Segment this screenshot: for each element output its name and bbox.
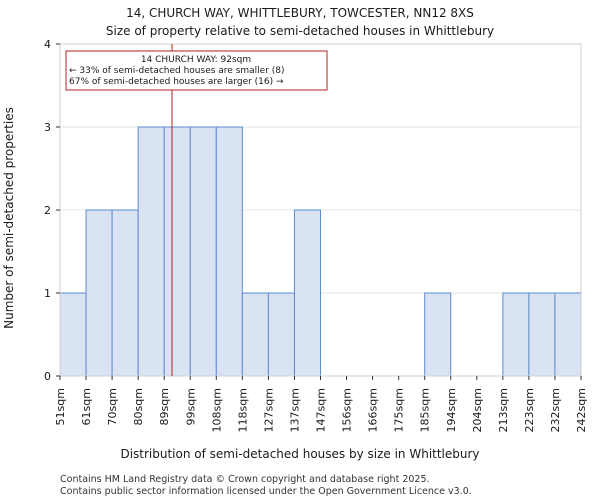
bar <box>267 292 295 377</box>
x-tick-label: 80sqm <box>132 388 145 425</box>
bar <box>111 209 139 377</box>
footer-line-1: Contains HM Land Registry data © Crown c… <box>60 474 430 485</box>
bar <box>424 292 452 377</box>
y-tick-label: 0 <box>44 370 51 383</box>
y-tick-label: 3 <box>44 121 51 134</box>
bar <box>215 126 243 377</box>
y-tick-label: 4 <box>44 38 51 51</box>
annotation-line-2: ← 33% of semi-detached houses are smalle… <box>69 66 285 76</box>
y-tick-label: 1 <box>44 287 51 300</box>
chart-title: 14, CHURCH WAY, WHITTLEBURY, TOWCESTER, … <box>126 6 474 20</box>
y-axis-label: Number of semi-detached properties <box>2 107 16 329</box>
x-tick-label: 223sqm <box>523 388 536 432</box>
x-tick-label: 118sqm <box>236 388 249 432</box>
bar <box>189 126 217 377</box>
y-axis-ticks: 0 1 2 3 4 <box>44 38 60 383</box>
annotation-box: 14 CHURCH WAY: 92sqm ← 33% of semi-detac… <box>65 50 328 91</box>
x-tick-label: 127sqm <box>262 388 275 432</box>
x-tick-label: 147sqm <box>315 388 328 432</box>
x-axis-label: Distribution of semi-detached houses by … <box>120 447 479 461</box>
bar <box>293 209 322 377</box>
x-tick-label: 61sqm <box>80 388 93 425</box>
x-tick-label: 213sqm <box>497 388 510 432</box>
x-tick-label: 137sqm <box>288 388 301 432</box>
annotation-border <box>65 50 328 91</box>
bar <box>528 292 556 377</box>
bar <box>85 209 113 377</box>
x-tick-label: 232sqm <box>549 388 562 432</box>
x-tick-label: 204sqm <box>471 388 484 432</box>
bar <box>137 126 165 377</box>
annotation-line-1: 14 CHURCH WAY: 92sqm <box>141 55 251 65</box>
x-axis-ticks: 51sqm 61sqm 70sqm 80sqm 89sqm 99sqm 108sqm 118s… <box>54 376 588 432</box>
x-tick-label: 166sqm <box>367 388 380 432</box>
x-tick-label: 89sqm <box>158 388 171 425</box>
bar <box>502 292 530 377</box>
x-tick-label: 156sqm <box>341 388 354 432</box>
bars <box>59 126 582 377</box>
bar <box>163 126 191 377</box>
bar <box>59 292 87 377</box>
bar <box>241 292 269 377</box>
x-tick-label: 99sqm <box>184 388 197 425</box>
x-tick-label: 108sqm <box>210 388 223 432</box>
x-tick-label: 70sqm <box>106 388 119 425</box>
x-tick-label: 242sqm <box>575 388 588 432</box>
x-tick-label: 185sqm <box>419 388 432 432</box>
y-tick-label: 2 <box>44 204 51 217</box>
x-tick-label: 51sqm <box>54 388 67 425</box>
x-tick-label: 194sqm <box>445 388 458 432</box>
chart-subtitle: Size of property relative to semi-detach… <box>106 24 494 38</box>
footer-line-2: Contains public sector information licen… <box>60 486 472 497</box>
x-tick-label: 175sqm <box>393 388 406 432</box>
annotation-line-3: 67% of semi-detached houses are larger (… <box>69 77 284 87</box>
bar <box>554 292 582 377</box>
